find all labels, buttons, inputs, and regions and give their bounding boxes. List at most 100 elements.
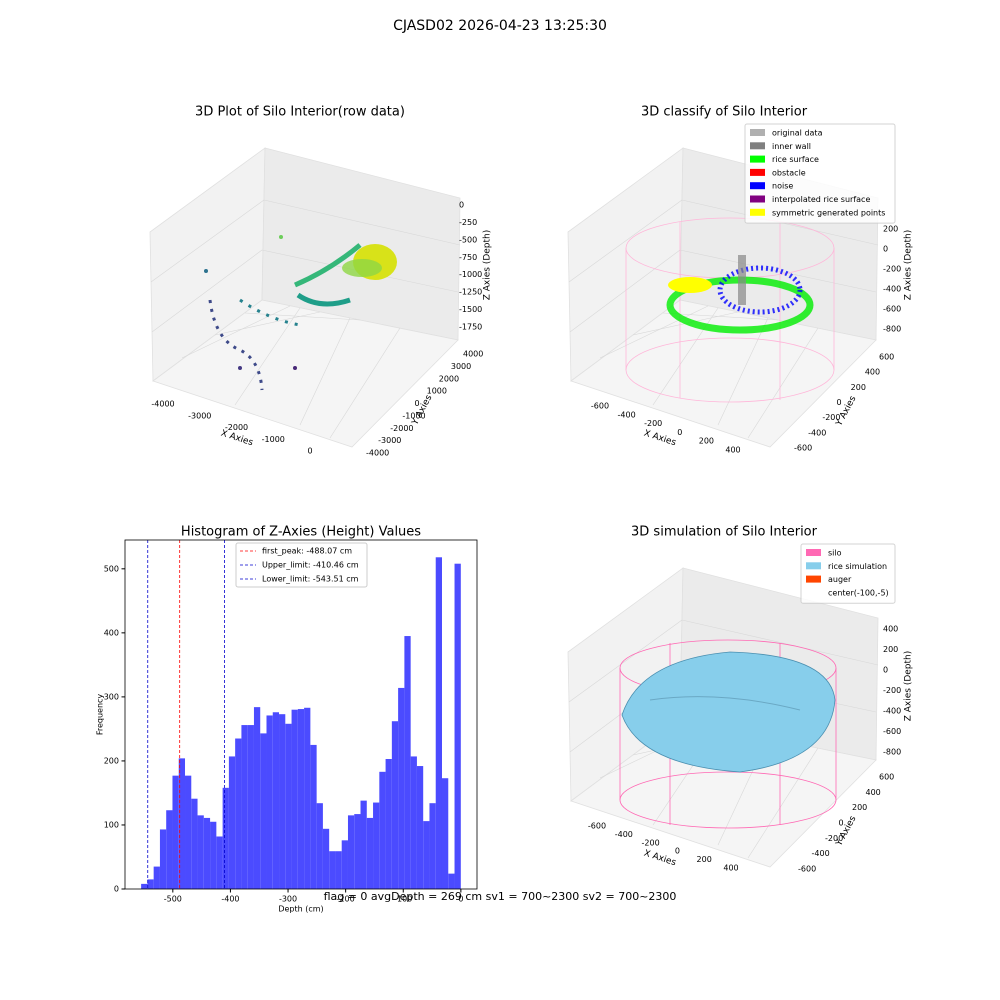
legend-swatch xyxy=(806,549,821,556)
x-tick-label: 400 xyxy=(723,864,738,873)
legend-label: auger xyxy=(828,575,852,584)
bar xyxy=(210,821,217,889)
legend-swatch xyxy=(750,129,765,136)
x-tick-label: -400 xyxy=(618,410,636,419)
bar xyxy=(373,802,380,889)
y-tick-label: 600 xyxy=(879,353,894,362)
x-tick-label: -200 xyxy=(644,419,662,428)
y-tick-label: 400 xyxy=(104,628,119,637)
z-tick-label: -800 xyxy=(883,748,901,757)
panel-title: 3D classify of Silo Interior xyxy=(641,105,808,120)
x-tick-label: -1000 xyxy=(262,435,285,444)
bar xyxy=(360,800,367,889)
x-tick-label: -200 xyxy=(337,895,355,904)
bar xyxy=(260,733,267,889)
legend-label: Upper_limit: -410.46 cm xyxy=(262,561,359,570)
legend-label: center(-100,-5) xyxy=(828,588,889,597)
legend-label: rice surface xyxy=(772,155,819,164)
bar xyxy=(166,810,173,889)
axis-label: X Axies xyxy=(642,849,677,869)
z-tick-label: -200 xyxy=(883,686,901,695)
z-tick-label: 400 xyxy=(883,625,898,634)
legend-label: Lower_limit: -543.51 cm xyxy=(262,575,359,584)
x-tick-label: 400 xyxy=(725,446,740,455)
bar xyxy=(197,815,204,889)
z-tick-label: 0 xyxy=(883,245,888,254)
bar xyxy=(266,715,273,889)
bar xyxy=(159,829,167,889)
axis-label: Z Axies (Depth) xyxy=(483,230,493,301)
footer: flag = 0 avgDepth = 269 cm sv1 = 700~230… xyxy=(324,890,677,903)
legend-swatch xyxy=(750,208,765,216)
bar xyxy=(454,563,461,889)
bar xyxy=(366,817,374,889)
x-tick-label: -300 xyxy=(279,895,297,904)
bar xyxy=(153,866,160,889)
z-tick-label: -500 xyxy=(459,235,477,244)
legend-label: obstacle xyxy=(772,168,806,177)
legend-swatch xyxy=(750,168,765,176)
y-tick-label: -4000 xyxy=(366,449,389,458)
axis-label: Z Axies (Depth) xyxy=(904,651,914,722)
y-tick-label: 500 xyxy=(104,564,119,573)
z-tick-label: -200 xyxy=(883,265,901,274)
x-tick-label: 200 xyxy=(699,437,714,446)
bar xyxy=(416,766,424,889)
legend-label: inner wall xyxy=(772,142,811,151)
decor-points xyxy=(204,235,397,391)
z-tick-label: -600 xyxy=(883,727,901,736)
y-tick-label: 600 xyxy=(879,773,894,782)
legend-label: symmetric generated points xyxy=(772,208,885,217)
y-tick-label: -400 xyxy=(808,428,826,437)
bar xyxy=(203,817,211,889)
axis-label: X Axies xyxy=(642,429,677,449)
x-tick-label: 0 xyxy=(677,428,682,437)
bar xyxy=(178,758,186,889)
y-axis-label: Frequency xyxy=(96,694,105,736)
y-tick-label: -3000 xyxy=(378,436,401,445)
z-tick-label: 200 xyxy=(883,225,898,234)
z-tick-label: 200 xyxy=(883,645,898,654)
y-tick-label: -600 xyxy=(794,444,812,453)
legend-box xyxy=(744,123,896,224)
bar xyxy=(423,821,430,889)
bar xyxy=(448,873,455,889)
bar xyxy=(141,883,148,889)
y-tick-label: -200 xyxy=(825,834,843,843)
panel-title: 3D Plot of Silo Interior(row data) xyxy=(195,105,405,120)
x-tick-label: -600 xyxy=(588,822,606,831)
x-tick-label: -400 xyxy=(221,895,239,904)
legend-box xyxy=(235,542,368,588)
bar xyxy=(341,840,348,889)
y-tick-label: -600 xyxy=(798,865,816,874)
y-tick-label: 0 xyxy=(415,399,420,408)
bar xyxy=(191,798,198,889)
bar xyxy=(222,787,229,889)
z-tick-label: -1750 xyxy=(459,323,482,332)
x-tick-label: -2000 xyxy=(225,423,248,432)
bar xyxy=(335,851,342,889)
legend-label: rice simulation xyxy=(828,562,887,571)
z-tick-label: -250 xyxy=(459,218,477,227)
y-tick-label: 200 xyxy=(851,383,866,392)
bar xyxy=(147,879,154,889)
y-tick-label: 4000 xyxy=(463,350,483,359)
bar xyxy=(228,756,236,889)
z-tick-label: -1250 xyxy=(459,288,482,297)
legend-label: first_peak: -488.07 cm xyxy=(262,547,352,556)
z-tick-label: -1000 xyxy=(459,270,482,279)
bar xyxy=(272,712,280,889)
bar xyxy=(329,851,336,889)
x-axis-label: Depth (cm) xyxy=(278,905,323,914)
legend-label: original data xyxy=(772,129,823,138)
bar xyxy=(241,725,248,889)
bar xyxy=(216,836,223,889)
z-tick-label: 0 xyxy=(459,201,464,210)
y-tick-label: 0 xyxy=(839,819,844,828)
x-tick-label: -200 xyxy=(642,838,660,847)
x-tick-label: -500 xyxy=(164,895,182,904)
bar xyxy=(172,775,179,889)
bar xyxy=(379,771,386,889)
z-tick-label: -400 xyxy=(883,707,901,716)
bar xyxy=(441,778,449,889)
